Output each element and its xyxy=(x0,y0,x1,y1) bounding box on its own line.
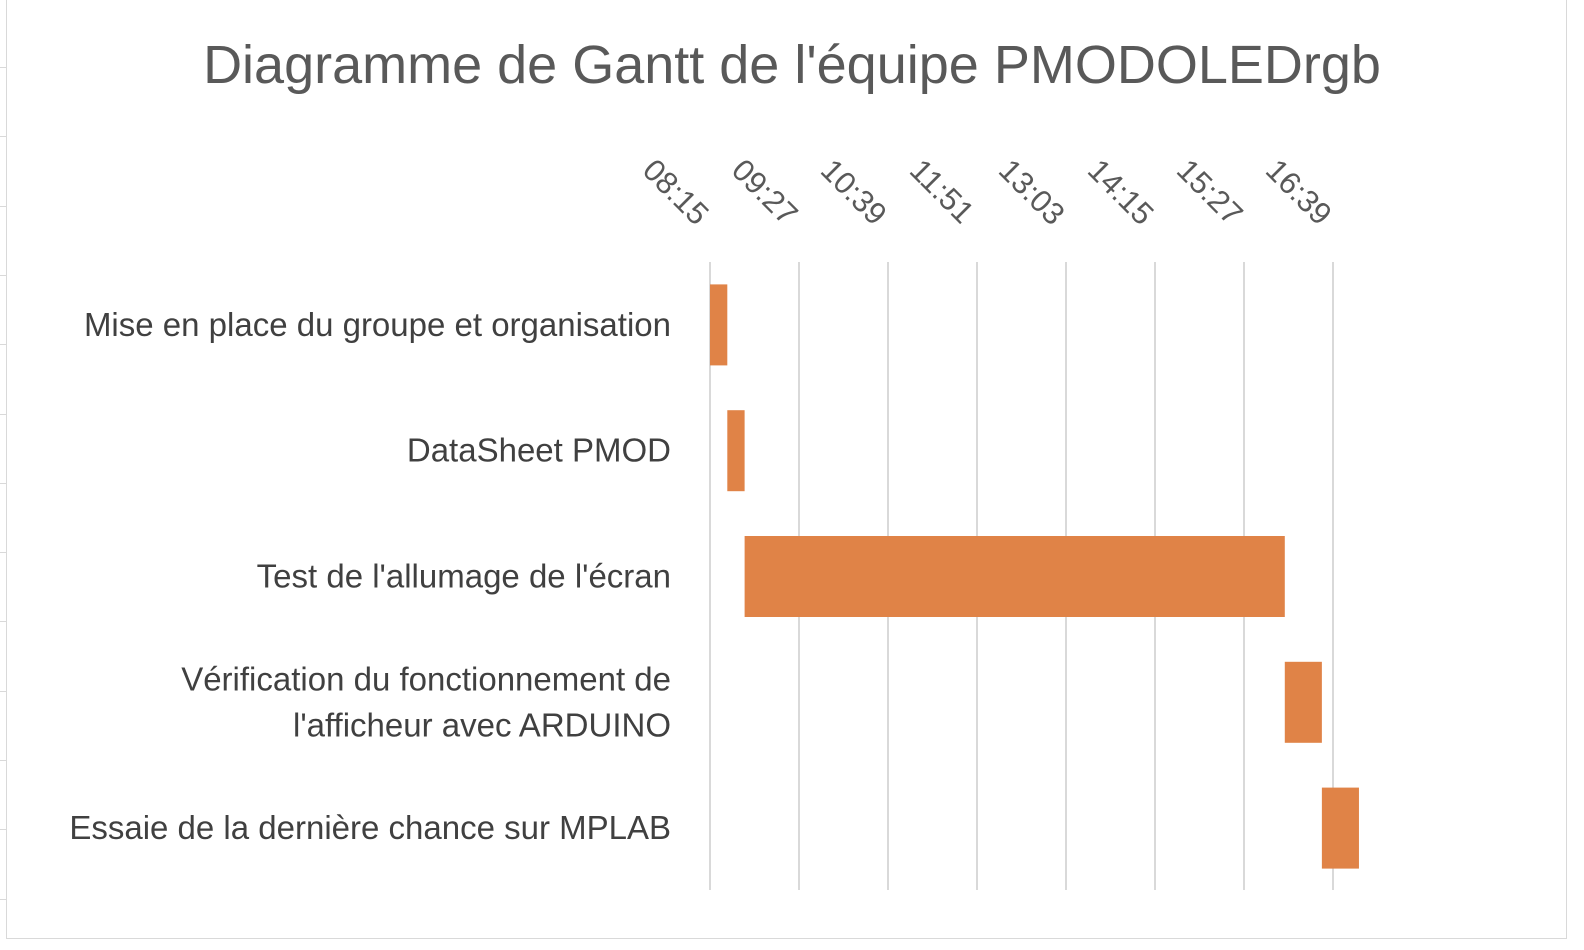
chart-title: Diagramme de Gantt de l'équipe PMODOLEDr… xyxy=(203,35,1381,95)
task-labels: Mise en place du groupe et organisation D… xyxy=(69,306,671,846)
x-tick-label: 14:15 xyxy=(1081,152,1161,232)
page-edge-tick xyxy=(0,552,6,553)
x-tick-label: 13:03 xyxy=(992,152,1072,232)
page-edge-ticks xyxy=(0,0,6,950)
page-edge-tick xyxy=(0,414,6,415)
task-label: Mise en place du groupe et organisation xyxy=(84,306,671,343)
x-axis-tick-labels: 08:15 09:27 10:39 11:51 13:03 14:15 15:27 16:39 xyxy=(636,152,1339,232)
page-edge-tick xyxy=(0,691,6,692)
gantt-bar xyxy=(727,410,745,492)
task-label: Test de l'allumage de l'écran xyxy=(257,558,671,595)
gantt-bars xyxy=(710,284,1359,869)
task-label: Essaie de la dernière chance sur MPLAB xyxy=(69,809,671,846)
page-edge-tick xyxy=(0,899,6,900)
x-tick-label: 16:39 xyxy=(1259,152,1339,232)
page-edge-tick xyxy=(0,136,6,137)
task-label: DataSheet PMOD xyxy=(407,432,671,469)
page-edge-tick xyxy=(0,206,6,207)
gantt-bar xyxy=(744,536,1285,617)
page-edge-tick xyxy=(0,483,6,484)
x-tick-label: 10:39 xyxy=(814,152,894,232)
gantt-bar xyxy=(1284,661,1322,743)
task-label: Vérification du fonctionnement de xyxy=(181,660,671,697)
x-tick-label: 15:27 xyxy=(1170,152,1250,232)
page-edge-tick xyxy=(0,275,6,276)
page-edge-tick xyxy=(0,760,6,761)
x-tick-label: 11:51 xyxy=(903,152,981,230)
gantt-bar xyxy=(1321,787,1359,869)
page-edge-tick xyxy=(0,67,6,68)
x-tick-label: 09:27 xyxy=(725,152,805,232)
page-edge-tick xyxy=(0,344,6,345)
page-edge-tick xyxy=(0,621,6,622)
chart-area xyxy=(6,0,1567,939)
page-edge-tick xyxy=(0,829,6,830)
gantt-bar xyxy=(710,284,728,366)
x-tick-label: 08:15 xyxy=(636,152,716,232)
task-label: l'afficheur avec ARDUINO xyxy=(293,706,671,743)
